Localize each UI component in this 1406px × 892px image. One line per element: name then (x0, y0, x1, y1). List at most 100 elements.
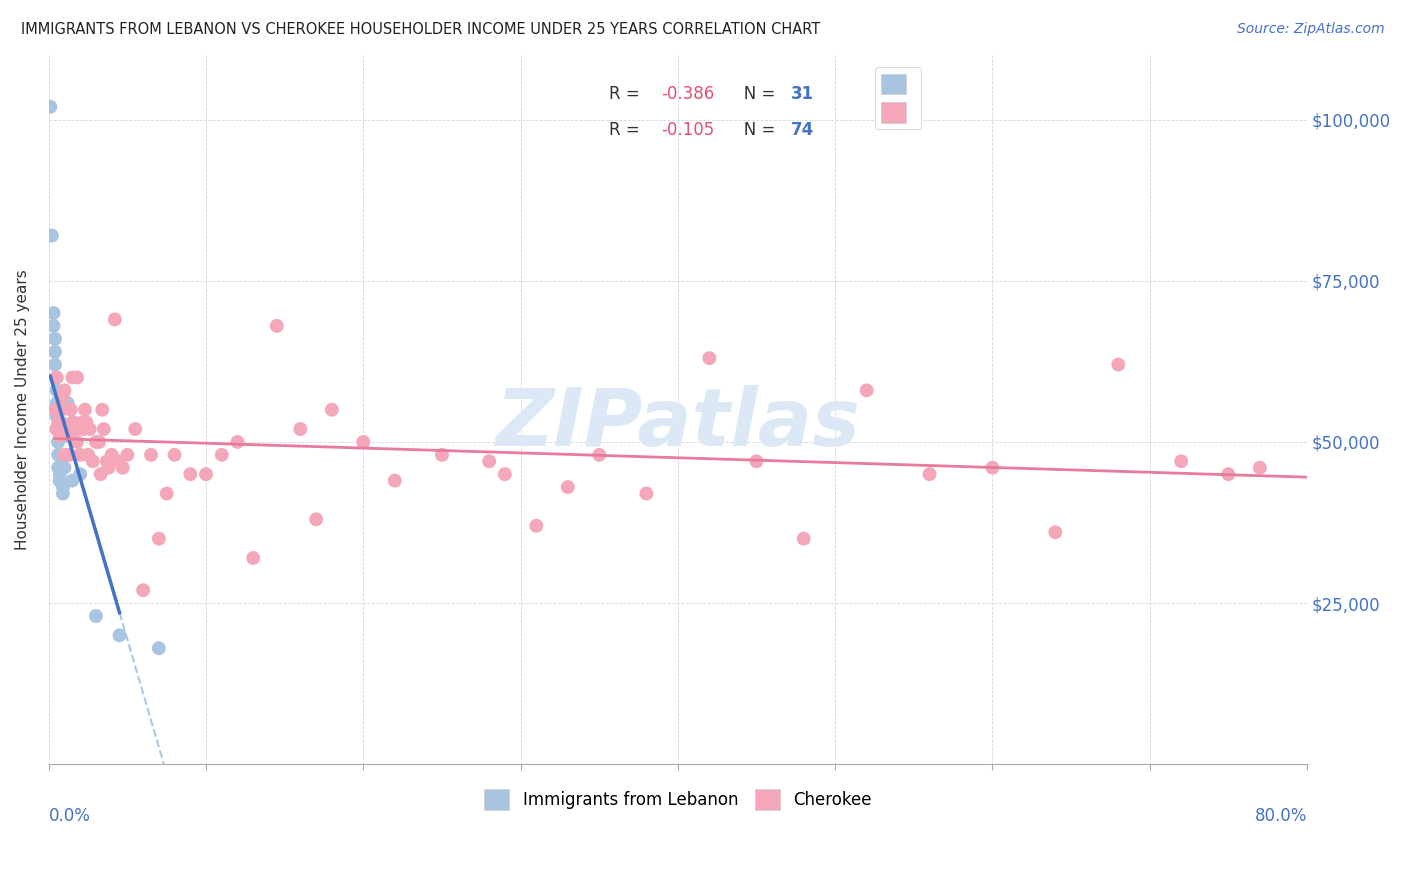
Point (42, 306, 65, 320)
Point (211, 448, 233, 462)
Point (52, 390, 75, 404)
Point (290, 422, 312, 436)
Point (44, 344, 66, 359)
Point (148, 532, 170, 546)
Point (42, 318, 65, 333)
Point (44, 332, 66, 346)
Point (53, 384, 76, 398)
Point (72, 422, 94, 436)
Point (242, 551, 264, 566)
Point (111, 460, 134, 475)
Point (39, 100, 62, 114)
Point (45, 396, 67, 410)
Point (305, 512, 328, 526)
Point (70, 416, 93, 430)
Point (77, 448, 100, 462)
Point (41, 228, 63, 243)
Point (60, 416, 83, 430)
Point (1218, 467, 1240, 482)
Point (96, 454, 118, 468)
Point (66, 434, 89, 449)
Point (557, 480, 579, 494)
Point (52, 486, 75, 500)
Point (60, 474, 83, 488)
Point (56, 396, 79, 410)
Point (59, 402, 82, 417)
Point (524, 518, 547, 533)
Point (918, 467, 941, 482)
Point (156, 486, 179, 500)
Point (51, 402, 73, 417)
Point (46, 416, 69, 430)
Y-axis label: Householder Income Under 25 years: Householder Income Under 25 years (15, 269, 30, 550)
Point (1045, 525, 1067, 540)
Point (699, 351, 721, 365)
Point (384, 474, 406, 488)
Point (56, 428, 79, 442)
Point (195, 467, 218, 482)
Point (49, 474, 72, 488)
Text: N =: N = (728, 85, 780, 103)
Point (45, 422, 67, 436)
Point (148, 641, 170, 656)
Point (855, 384, 877, 398)
Point (163, 448, 186, 462)
Text: R =: R = (609, 120, 645, 138)
Point (49, 428, 72, 442)
Point (51, 390, 73, 404)
Point (100, 448, 122, 462)
Point (132, 583, 155, 598)
Point (90, 467, 112, 482)
Point (588, 448, 610, 462)
Point (352, 434, 374, 449)
Point (108, 628, 131, 642)
Point (107, 454, 129, 468)
Point (49, 460, 72, 475)
Text: 0.0%: 0.0% (49, 807, 90, 825)
Point (87, 434, 110, 449)
Point (51, 416, 73, 430)
Point (91, 402, 114, 417)
Point (226, 434, 249, 449)
Point (745, 454, 768, 468)
Text: N =: N = (728, 120, 780, 138)
Text: -0.105: -0.105 (662, 120, 714, 138)
Point (58, 448, 80, 462)
Point (97, 460, 120, 475)
Point (60, 370, 83, 384)
Point (321, 402, 343, 417)
Text: IMMIGRANTS FROM LEBANON VS CHEROKEE HOUSEHOLDER INCOME UNDER 25 YEARS CORRELATIO: IMMIGRANTS FROM LEBANON VS CHEROKEE HOUS… (21, 22, 820, 37)
Point (1170, 454, 1192, 468)
Point (45, 370, 67, 384)
Point (494, 467, 516, 482)
Text: Source: ZipAtlas.com: Source: ZipAtlas.com (1237, 22, 1385, 37)
Point (66, 370, 89, 384)
Text: ZIPatlas: ZIPatlas (495, 384, 860, 463)
Point (73, 402, 96, 417)
Point (69, 467, 91, 482)
Point (53, 448, 76, 462)
Point (636, 486, 658, 500)
Point (117, 448, 139, 462)
Text: 31: 31 (792, 85, 814, 103)
Text: 74: 74 (792, 120, 814, 138)
Point (793, 532, 815, 546)
Point (430, 448, 453, 462)
Point (93, 422, 115, 436)
Point (478, 454, 501, 468)
Text: 80.0%: 80.0% (1254, 807, 1308, 825)
Legend: Immigrants from Lebanon, Cherokee: Immigrants from Lebanon, Cherokee (478, 782, 879, 816)
Point (124, 422, 146, 436)
Point (44, 402, 66, 417)
Point (46, 448, 69, 462)
Point (45, 422, 67, 436)
Point (49, 467, 72, 482)
Point (55, 422, 77, 436)
Point (82, 454, 104, 468)
Text: -0.386: -0.386 (662, 85, 714, 103)
Point (45, 384, 67, 398)
Point (139, 448, 162, 462)
Point (44, 358, 66, 372)
Point (79, 422, 101, 436)
Point (981, 460, 1004, 475)
